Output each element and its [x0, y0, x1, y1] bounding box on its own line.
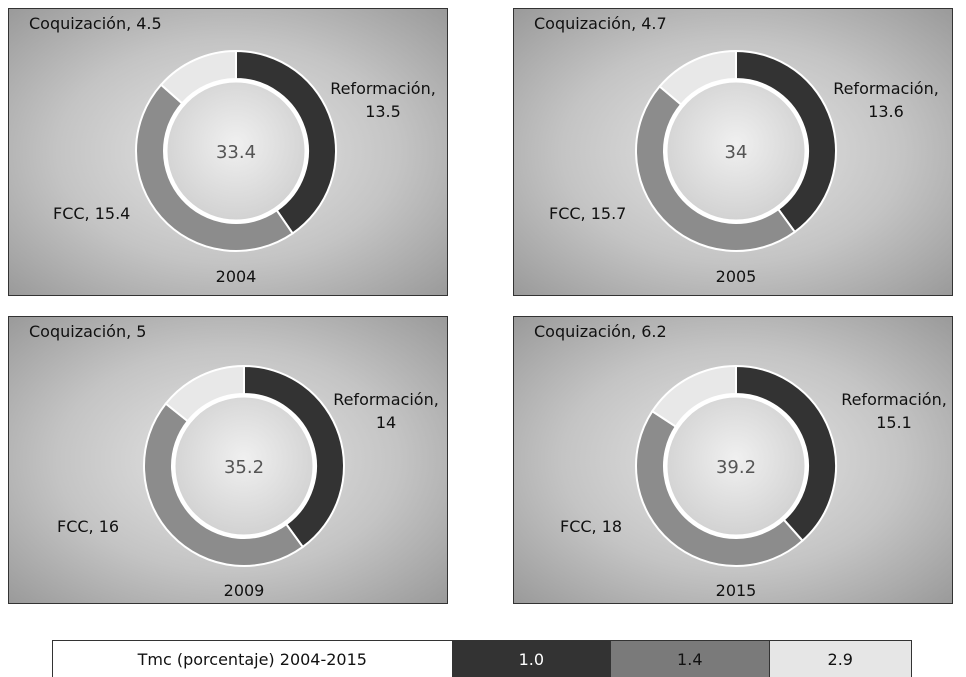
data-label: FCC, 15.4: [53, 204, 131, 223]
donut-segment: [243, 364, 345, 549]
donut-hole: [664, 394, 808, 538]
donut-hole: [164, 79, 308, 223]
donut-segment: [235, 49, 337, 235]
data-label: FCC, 16: [57, 517, 120, 536]
data-label: Reformación, 15.1: [841, 390, 947, 432]
donut-segment: [164, 364, 245, 423]
data-label: Coquización, 5: [29, 322, 147, 341]
donut-segment: [635, 84, 797, 252]
donut-chart: 35.2: [143, 364, 345, 567]
donut-hole: [664, 79, 808, 223]
donut-segment: [658, 49, 737, 106]
data-label: FCC, 15.7: [549, 204, 627, 223]
donut-segment: [735, 49, 837, 234]
data-label: FCC, 18: [560, 517, 623, 536]
data-label: Coquización, 4.5: [29, 14, 162, 33]
donut-segment: [159, 49, 237, 105]
table-cell: 1.0: [451, 641, 611, 677]
donut-panel: 34 Reformación, 13.6 FCC, 15.7 Coquización,…: [513, 8, 953, 296]
data-label: Reformación, 13.5: [330, 79, 436, 121]
center-total: 33.4: [216, 142, 256, 163]
data-label: Coquización, 6.2: [534, 322, 667, 341]
donut-segment: [635, 409, 804, 567]
table-label: Tmc (porcentaje) 2004-2015: [53, 641, 452, 677]
chart-title: 2015: [715, 581, 757, 600]
data-label: Reformación, 13.6: [833, 79, 939, 121]
donut-chart: 34: [635, 49, 837, 252]
donut-panel: 39.2 Reformación, 15.1 FCC, 18 Coquización,…: [513, 316, 953, 604]
donut-segment: [650, 364, 737, 428]
center-total: 34: [725, 142, 748, 163]
table-cell: 1.4: [610, 641, 769, 677]
data-label: Coquización, 4.7: [534, 14, 667, 33]
data-label: Reformación, 14: [333, 390, 439, 432]
growth-table: Tmc (porcentaje) 2004-2015 1.0 1.4 2.9: [52, 640, 912, 677]
donut-segment: [135, 83, 295, 252]
chart-title: 2009: [223, 581, 265, 600]
chart-title: 2005: [715, 267, 757, 286]
donut-panel: 33.4 Reformación, 13.5 FCC, 15.4 Coquizació…: [8, 8, 448, 296]
center-total: 39.2: [716, 457, 756, 478]
table-cell: 2.9: [768, 641, 911, 677]
donut-panel: 35.2 Reformación, 14 FCC, 16 Coquización, 5…: [8, 316, 448, 604]
chart-title: 2004: [215, 267, 257, 286]
donut-chart: 33.4: [135, 49, 337, 252]
donut-chart: 39.2: [635, 364, 837, 567]
center-total: 35.2: [224, 457, 264, 478]
donut-hole: [172, 394, 316, 538]
donut-segment: [143, 402, 305, 567]
